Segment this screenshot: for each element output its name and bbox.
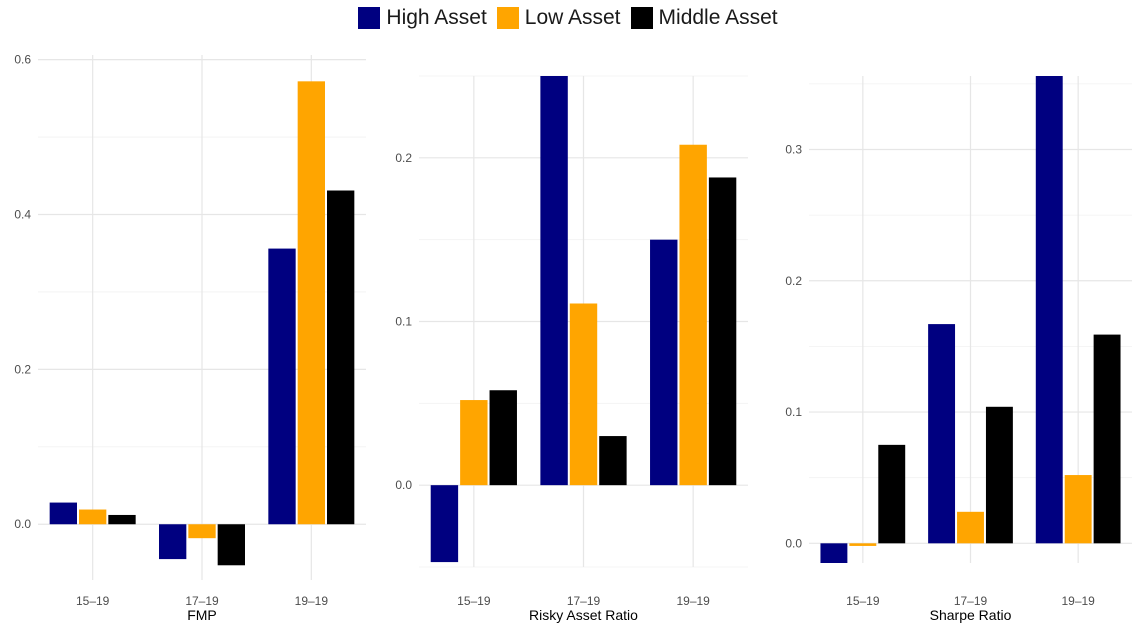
bar-fmp-low-asset-2 bbox=[188, 524, 216, 539]
y-tick-label-3-1: 0.1 bbox=[785, 405, 802, 419]
bar-risky-asset-ratio-low-asset-2 bbox=[569, 303, 598, 486]
chart-legend: High Asset Low Asset Middle Asset bbox=[0, 4, 1136, 32]
bar-fmp-middle-asset-2 bbox=[217, 524, 245, 566]
bar-fmp-high-asset-1 bbox=[49, 502, 77, 525]
bar-fmp-high-asset-2 bbox=[159, 524, 187, 560]
y-tick-label-3-2: 0.2 bbox=[785, 274, 802, 288]
x-tick-label-3-2: 17–19 bbox=[954, 594, 988, 608]
y-tick-label-2-1: 0.1 bbox=[395, 315, 412, 329]
legend-label-low-asset: Low Asset bbox=[524, 6, 621, 29]
x-tick-label-3-1: 15–19 bbox=[846, 594, 880, 608]
bar-sharpe-ratio-middle-asset-3 bbox=[1093, 334, 1121, 544]
bar-risky-asset-ratio-low-asset-1 bbox=[460, 400, 488, 486]
bar-risky-asset-ratio-high-asset-3 bbox=[650, 239, 678, 486]
bar-fmp-low-asset-3 bbox=[297, 81, 325, 525]
legend-swatch-low-asset bbox=[496, 7, 519, 29]
x-tick-label-2-1: 15–19 bbox=[457, 594, 491, 608]
bar-risky-asset-ratio-low-asset-3 bbox=[679, 144, 707, 486]
y-tick-label-1-0: 0.0 bbox=[14, 517, 31, 531]
y-tick-label-2-2: 0.2 bbox=[395, 151, 412, 165]
y-tick-label-2-0: 0.0 bbox=[395, 478, 412, 492]
x-tick-label-2-3: 19–19 bbox=[676, 594, 710, 608]
bar-risky-asset-ratio-high-asset-1 bbox=[430, 485, 459, 563]
x-axis-title-fmp: FMP bbox=[187, 607, 217, 623]
legend-label-high-asset: High Asset bbox=[386, 6, 487, 29]
bar-risky-asset-ratio-high-asset-2 bbox=[540, 76, 568, 486]
bar-fmp-middle-asset-1 bbox=[108, 514, 136, 525]
x-tick-label-1-1: 15–19 bbox=[76, 594, 110, 608]
legend-item-middle-asset: Middle Asset bbox=[630, 6, 778, 30]
x-tick-label-3-3: 19–19 bbox=[1061, 594, 1095, 608]
legend-label-middle-asset: Middle Asset bbox=[658, 6, 778, 29]
bar-sharpe-ratio-low-asset-3 bbox=[1064, 475, 1092, 544]
bar-sharpe-ratio-middle-asset-1 bbox=[878, 444, 906, 544]
x-axis-title-sharpe-ratio: Sharpe Ratio bbox=[930, 607, 1012, 623]
y-tick-label-1-2: 0.4 bbox=[14, 208, 31, 222]
bar-sharpe-ratio-middle-asset-2 bbox=[985, 406, 1013, 544]
x-tick-label-1-2: 17–19 bbox=[185, 594, 219, 608]
legend-item-high-asset: High Asset bbox=[358, 6, 487, 30]
legend-item-low-asset: Low Asset bbox=[496, 6, 621, 30]
bar-fmp-low-asset-1 bbox=[79, 509, 107, 525]
bar-sharpe-ratio-high-asset-1 bbox=[820, 543, 848, 563]
bar-risky-asset-ratio-middle-asset-1 bbox=[489, 390, 517, 486]
bar-sharpe-ratio-high-asset-3 bbox=[1035, 76, 1063, 544]
bar-risky-asset-ratio-middle-asset-2 bbox=[599, 436, 627, 486]
legend-swatch-high-asset bbox=[358, 7, 381, 29]
bar-fmp-middle-asset-3 bbox=[327, 190, 355, 525]
y-tick-label-1-3: 0.6 bbox=[14, 53, 31, 67]
x-tick-label-1-3: 19–19 bbox=[295, 594, 329, 608]
bar-sharpe-ratio-low-asset-2 bbox=[957, 511, 984, 544]
bar-sharpe-ratio-low-asset-1 bbox=[849, 543, 877, 546]
bar-fmp-high-asset-3 bbox=[268, 248, 296, 525]
x-tick-label-2-2: 17–19 bbox=[567, 594, 601, 608]
y-tick-label-3-0: 0.0 bbox=[785, 536, 802, 550]
legend-swatch-middle-asset bbox=[630, 7, 653, 29]
x-axis-title-risky-asset-ratio: Risky Asset Ratio bbox=[529, 607, 638, 623]
bar-risky-asset-ratio-middle-asset-3 bbox=[708, 177, 737, 486]
bar-sharpe-ratio-high-asset-2 bbox=[928, 324, 956, 544]
y-tick-label-3-3: 0.3 bbox=[785, 143, 802, 157]
y-tick-label-1-1: 0.2 bbox=[14, 362, 31, 376]
